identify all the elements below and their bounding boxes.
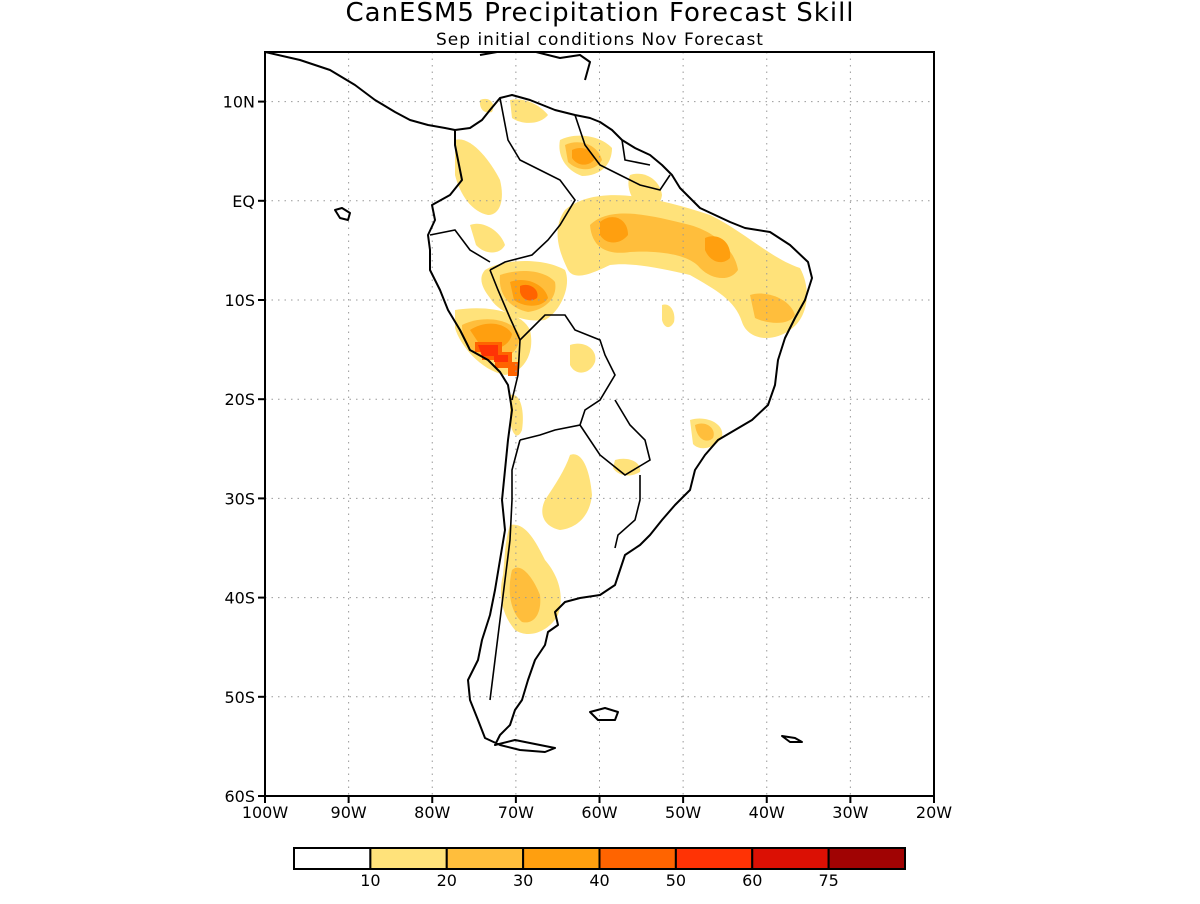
south-georgia-island (781, 735, 803, 743)
colorbar-label: 75 (818, 871, 838, 890)
lat-tick-label: 20S (224, 390, 255, 409)
colorbar-label: 30 (513, 871, 533, 890)
colorbar-swatch (674, 847, 754, 870)
lon-tick-label: 90W (331, 803, 367, 822)
lon-tick-label: 80W (414, 803, 450, 822)
colorbar-label: 60 (742, 871, 762, 890)
lon-tick-label: 20W (916, 803, 952, 822)
lon-tick-label: 30W (832, 803, 868, 822)
lat-tick-label: 60S (224, 787, 255, 806)
colorbar-swatch (522, 847, 601, 870)
coastlines (265, 52, 813, 753)
lat-tick-label: 10S (224, 291, 255, 310)
malvinas-islands (589, 707, 619, 721)
colorbar-swatch (369, 847, 448, 870)
skill-50-60 (478, 345, 508, 362)
colorbar-swatch (598, 847, 677, 870)
south-america-coast (427, 94, 813, 753)
colorbar-swatch (827, 847, 906, 870)
colorbar-label: 20 (437, 871, 457, 890)
colorbar-swatch (293, 847, 372, 870)
caribbean-coast (479, 52, 591, 81)
lat-tick-label: EQ (232, 192, 255, 211)
lon-tick-label: 100W (242, 803, 289, 822)
colorbar-label: 40 (589, 871, 609, 890)
lon-tick-label: 70W (498, 803, 534, 822)
colorbar-swatch (445, 847, 525, 870)
lon-tick-label: 50W (665, 803, 701, 822)
galapagos-islands (334, 207, 351, 221)
lat-tick-label: 10N (223, 93, 255, 112)
lat-tick-label: 40S (224, 589, 255, 608)
lon-tick-label: 40W (749, 803, 785, 822)
skill-shading (455, 98, 807, 635)
central-america-coast (265, 52, 456, 131)
lat-tick-label: 50S (224, 688, 255, 707)
colorbar-swatch (751, 847, 830, 870)
colorbar-label: 50 (666, 871, 686, 890)
country-borders (429, 97, 671, 701)
colorbar: 10 20 30 40 50 60 75 (293, 847, 906, 890)
lat-tick-label: 30S (224, 489, 255, 508)
lon-tick-label: 60W (581, 803, 617, 822)
map-subtitle: Sep initial conditions Nov Forecast (436, 30, 764, 50)
map-title: CanESM5 Precipitation Forecast Skill (345, 0, 854, 28)
colorbar-label: 10 (360, 871, 380, 890)
